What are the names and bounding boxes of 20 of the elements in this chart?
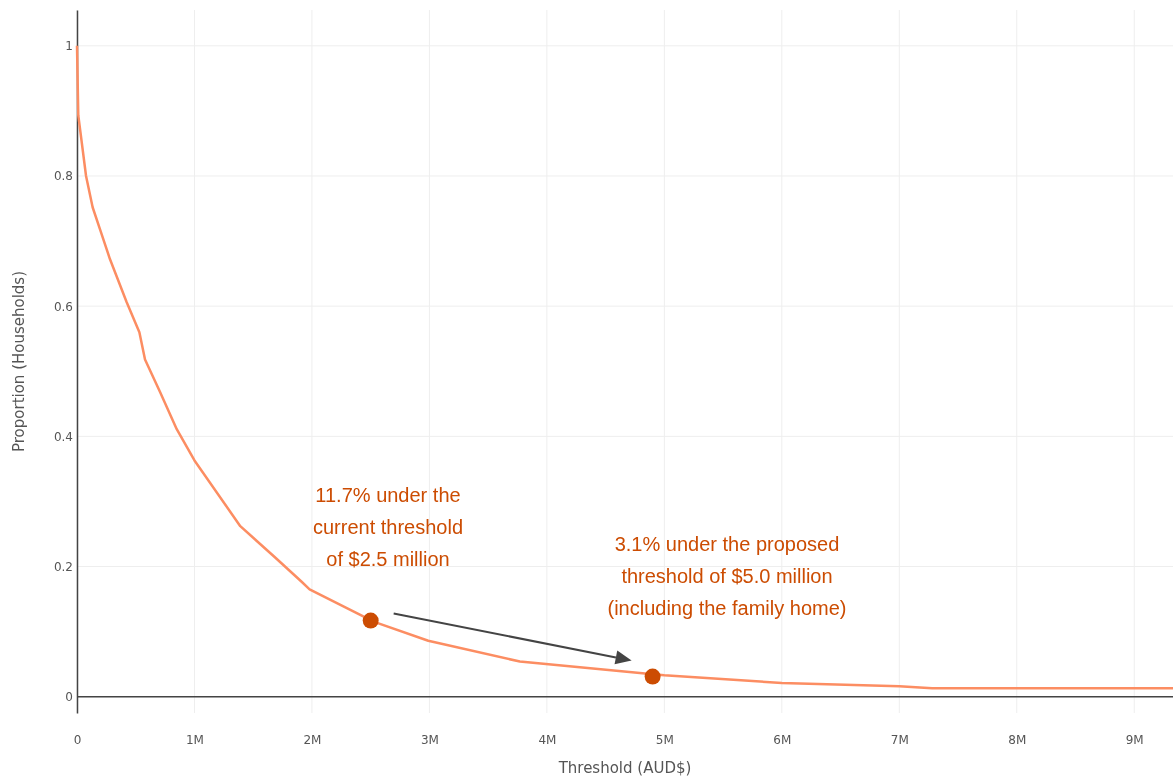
x-tick-label: 3M: [420, 732, 439, 747]
annotation: 3.1% under the proposed threshold of $5.0 million (including the family home): [607, 533, 847, 619]
x-tick-label: 9M: [1125, 732, 1144, 747]
y-tick-label: 0: [65, 690, 73, 705]
x-tick-label: 6M: [773, 732, 792, 747]
x-tick-label: 4M: [538, 732, 557, 747]
annotation: 11.7% under the current threshold of $2.5 million: [312, 484, 464, 570]
x-axis-title: Threshold (AUD$): [557, 759, 692, 777]
y-axis-title: Proportion (Households): [10, 270, 28, 453]
x-tick-label: 8M: [1008, 732, 1027, 747]
y-tick-label: 0.8: [53, 169, 73, 184]
y-tick-label: 1: [65, 39, 73, 54]
line-series: [75, 44, 1173, 690]
x-tick-label: 1M: [185, 732, 204, 747]
x-tick-label: 5M: [655, 732, 674, 747]
y-tick-label: 0.6: [53, 299, 73, 314]
y-tick-label: 0.2: [53, 559, 73, 574]
x-tick-label: 2M: [303, 732, 322, 747]
y-tick-label: 0.4: [53, 429, 73, 444]
x-tick-label: 7M: [890, 732, 909, 747]
